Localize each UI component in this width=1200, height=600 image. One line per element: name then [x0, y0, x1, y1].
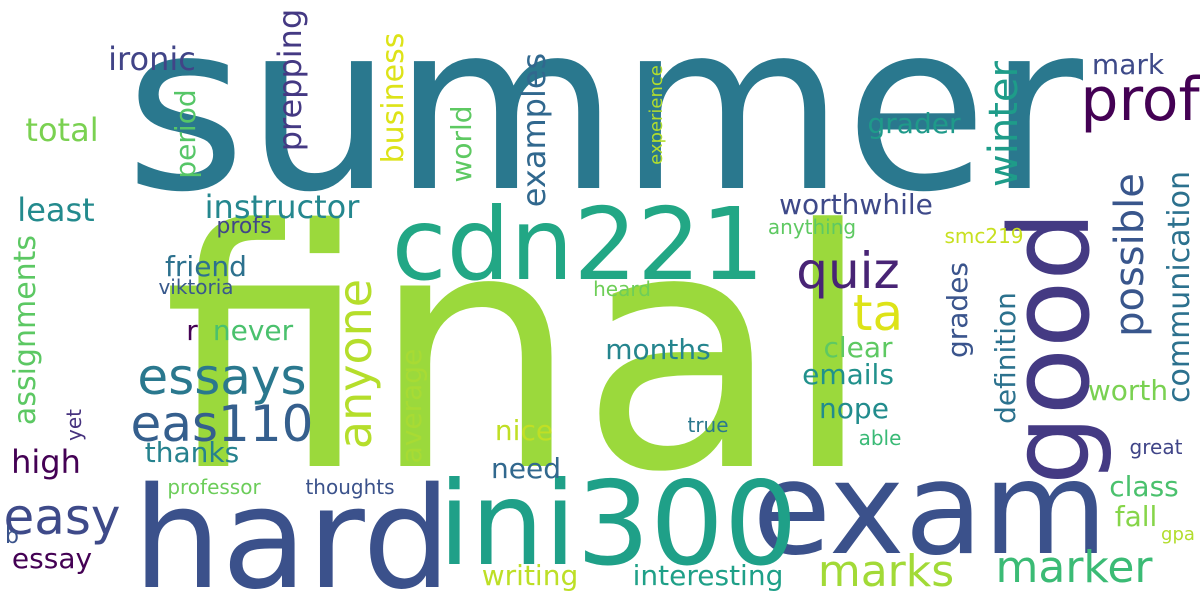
word-nice: nice — [494, 414, 554, 447]
word-world: world — [445, 105, 478, 183]
word-fall: fall — [1114, 500, 1158, 533]
word-months: months — [605, 333, 711, 366]
word-average: average — [395, 348, 428, 464]
word-ironic: ironic — [108, 40, 196, 78]
word-thanks: thanks — [144, 436, 240, 469]
word-true: true — [687, 413, 729, 437]
word-high: high — [11, 443, 81, 481]
word-instructor: instructor — [204, 188, 360, 226]
word-ta: ta — [852, 284, 904, 342]
word-cdn221: cdn221 — [391, 186, 765, 303]
word-heard: heard — [593, 277, 651, 301]
word-r: r — [186, 314, 198, 347]
word-possible: possible — [1107, 173, 1153, 337]
word-smc219: smc219 — [944, 224, 1024, 248]
word-need: need — [491, 452, 561, 485]
word-prepping: prepping — [271, 8, 309, 152]
word-never: never — [212, 314, 294, 347]
word-profs: profs — [216, 214, 272, 239]
word-great: great — [1129, 435, 1183, 459]
word-period: period — [169, 89, 202, 179]
word-thoughts: thoughts — [305, 475, 395, 499]
word-summer: summer — [124, 0, 1084, 243]
word-b: b — [5, 524, 19, 549]
word-exam: exam — [752, 435, 1108, 584]
word-least: least — [17, 191, 95, 229]
word-able: able — [858, 426, 902, 450]
word-anyone: anyone — [328, 278, 382, 450]
word-essay: essay — [11, 542, 93, 575]
word-clear: clear — [823, 331, 893, 364]
word-anything: anything — [767, 215, 857, 239]
word-nope: nope — [819, 392, 889, 425]
word-worth: worth — [1087, 374, 1169, 407]
word-total: total — [25, 111, 99, 149]
word-business: business — [376, 32, 411, 164]
word-easy: easy — [3, 488, 121, 546]
word-final: final — [162, 160, 874, 544]
word-gpa: gpa — [1161, 524, 1195, 545]
word-marks: marks — [817, 546, 955, 597]
word-assignments: assignments — [8, 234, 43, 426]
word-class: class — [1109, 470, 1179, 503]
word-experience: experience — [646, 65, 667, 165]
word-mark: mark — [1091, 48, 1165, 81]
word-ini300: ini300 — [438, 457, 798, 592]
word-marker: marker — [995, 542, 1153, 593]
word-writing: writing — [481, 559, 579, 592]
word-yet: yet — [62, 409, 86, 441]
word-communication: communication — [1162, 170, 1197, 404]
word-examples: examples — [515, 52, 553, 208]
word-grades: grades — [941, 261, 974, 359]
word-prof: prof — [1080, 65, 1200, 135]
word-hard: hard — [132, 458, 452, 600]
word-friend: friend — [165, 250, 247, 283]
word-emails: emails — [802, 358, 894, 391]
word-interesting: interesting — [632, 559, 784, 592]
word-grader: grader — [867, 107, 961, 140]
word-definition: definition — [989, 292, 1022, 424]
word-eas110: eas110 — [130, 395, 314, 453]
word-professor: professor — [167, 475, 261, 499]
word-viktoria: viktoria — [158, 275, 234, 299]
word-winter: winter — [981, 61, 1027, 187]
word-worthwhile: worthwhile — [779, 188, 933, 221]
word-quiz: quiz — [796, 242, 900, 300]
word-essays: essays — [137, 348, 307, 406]
